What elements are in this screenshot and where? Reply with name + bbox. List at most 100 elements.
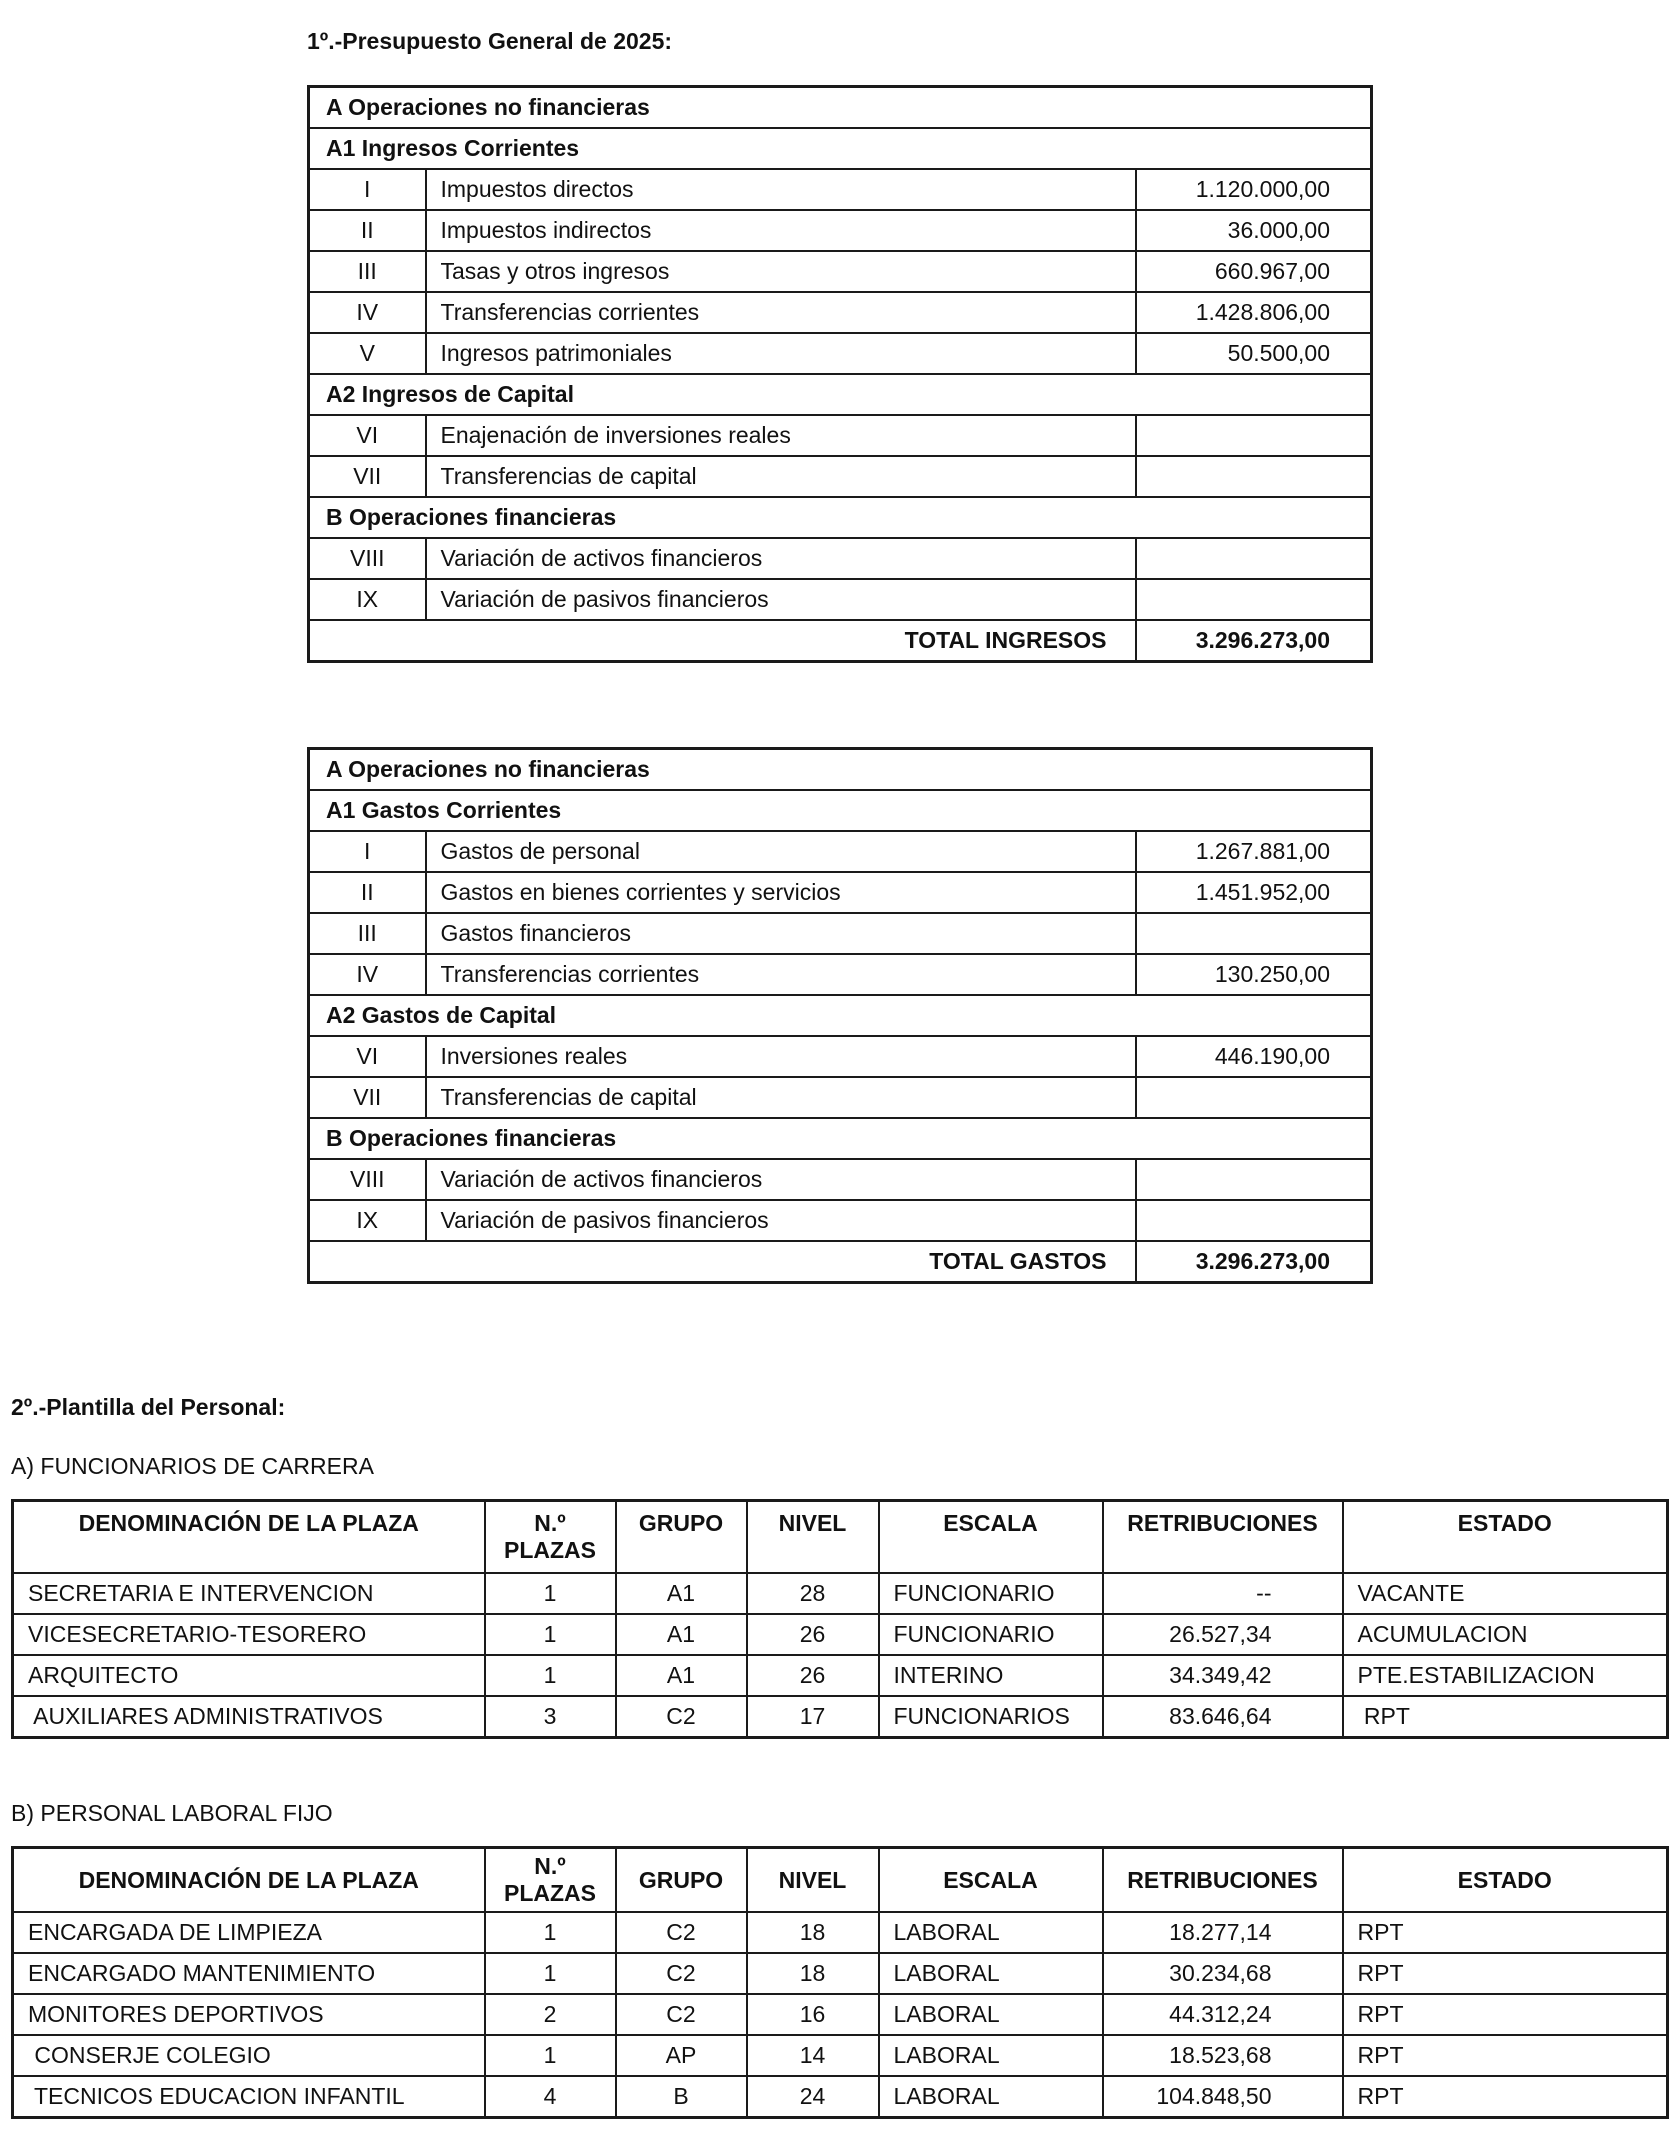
budget-row: IX Variación de pasivos financieros [307, 1199, 1373, 1242]
positions-count: 1 [483, 1572, 617, 1615]
chapter-code: II [307, 871, 427, 914]
chapter-amount: 1.428.806,00 [1134, 291, 1373, 334]
chapter-description: Gastos en bienes corrientes y servicios [424, 871, 1137, 914]
laboral-label: B) PERSONAL LABORAL FIJO [11, 1800, 333, 1826]
budget-row: VII Transferencias de capital [307, 455, 1373, 498]
chapter-description: Enajenación de inversiones reales [424, 414, 1137, 457]
total-amount: 3.296.273,00 [1134, 1240, 1373, 1284]
budget-row: VII Transferencias de capital [307, 1076, 1373, 1119]
salary: 104.848,50 [1101, 2075, 1344, 2119]
position-name: TECNICOS EDUCACION INFANTIL [11, 2075, 486, 2119]
section-row: A Operaciones no financieras [307, 85, 1373, 129]
salary: 18.523,68 [1101, 2034, 1344, 2077]
column-header: ESTADO [1341, 1499, 1669, 1574]
chapter-amount [1134, 537, 1373, 580]
funcionarios-table: DENOMINACIÓN DE LA PLAZA N.º PLAZAS GRUPO N… [11, 1499, 1669, 1739]
section-row: A1 Gastos Corrientes [307, 789, 1373, 832]
positions-count: 1 [483, 1654, 617, 1697]
chapter-amount: 1.267.881,00 [1134, 830, 1373, 873]
chapter-description: Impuestos indirectos [424, 209, 1137, 252]
chapter-amount [1134, 1199, 1373, 1242]
status: PTE.ESTABILIZACION [1341, 1654, 1669, 1697]
column-header: GRUPO [614, 1846, 748, 1913]
chapter-code: II [307, 209, 427, 252]
group: A1 [614, 1654, 748, 1697]
table-row: ARQUITECTO 1 A1 26 INTERINO 34.349,42 PTE.ESTA… [11, 1654, 1669, 1697]
table-row: TECNICOS EDUCACION INFANTIL 4 B 24 LABORAL 10… [11, 2075, 1669, 2119]
table-row: ENCARGADA DE LIMPIEZA 1 C2 18 LABORAL 18.277,… [11, 1911, 1669, 1954]
level: 14 [745, 2034, 880, 2077]
chapter-amount: 1.451.952,00 [1134, 871, 1373, 914]
section-1-title: 1º.-Presupuesto General de 2025: [307, 28, 673, 54]
salary: 44.312,24 [1101, 1993, 1344, 2036]
positions-count: 1 [483, 2034, 617, 2077]
section-label: A1 Gastos Corrientes [307, 789, 1373, 832]
chapter-code: VII [307, 1076, 427, 1119]
status: RPT [1341, 1695, 1669, 1739]
chapter-description: Variación de activos financieros [424, 537, 1137, 580]
budget-row: VI Enajenación de inversiones reales [307, 414, 1373, 457]
header-row: DENOMINACIÓN DE LA PLAZA N.º PLAZAS GRUPO N… [11, 1846, 1669, 1913]
positions-count: 1 [483, 1952, 617, 1995]
salary: 26.527,34 [1101, 1613, 1344, 1656]
budget-row: V Ingresos patrimoniales 50.500,00 [307, 332, 1373, 375]
chapter-amount: 1.120.000,00 [1134, 168, 1373, 211]
total-label: TOTAL GASTOS [307, 1240, 1137, 1284]
budget-row: II Impuestos indirectos 36.000,00 [307, 209, 1373, 252]
chapter-amount [1134, 912, 1373, 955]
group: C2 [614, 1952, 748, 1995]
level: 26 [745, 1654, 880, 1697]
chapter-description: Variación de activos financieros [424, 1158, 1137, 1201]
level: 18 [745, 1911, 880, 1954]
section-label: A2 Ingresos de Capital [307, 373, 1373, 416]
section-label: A Operaciones no financieras [307, 747, 1373, 791]
status: RPT [1341, 2075, 1669, 2119]
budget-row: IV Transferencias corrientes 130.250,00 [307, 953, 1373, 996]
salary: -- [1101, 1572, 1344, 1615]
column-header: DENOMINACIÓN DE LA PLAZA [11, 1846, 486, 1913]
scale: LABORAL [877, 2075, 1104, 2119]
level: 17 [745, 1695, 880, 1739]
status: ACUMULACION [1341, 1613, 1669, 1656]
group: C2 [614, 1911, 748, 1954]
chapter-description: Variación de pasivos financieros [424, 578, 1137, 621]
scale: INTERINO [877, 1654, 1104, 1697]
column-header: N.º PLAZAS [483, 1846, 617, 1913]
status: RPT [1341, 1993, 1669, 2036]
position-name: SECRETARIA E INTERVENCION [11, 1572, 486, 1615]
level: 16 [745, 1993, 880, 2036]
position-name: ENCARGADA DE LIMPIEZA [11, 1911, 486, 1954]
status: VACANTE [1341, 1572, 1669, 1615]
chapter-amount [1134, 455, 1373, 498]
budget-row: IX Variación de pasivos financieros [307, 578, 1373, 621]
group: AP [614, 2034, 748, 2077]
position-name: ENCARGADO MANTENIMIENTO [11, 1952, 486, 1995]
chapter-amount: 50.500,00 [1134, 332, 1373, 375]
table-row: VICESECRETARIO-TESORERO 1 A1 26 FUNCIONARIO 2… [11, 1613, 1669, 1656]
budget-row: IV Transferencias corrientes 1.428.806,00 [307, 291, 1373, 334]
salary: 30.234,68 [1101, 1952, 1344, 1995]
scale: FUNCIONARIO [877, 1613, 1104, 1656]
column-header: RETRIBUCIONES [1101, 1499, 1344, 1574]
chapter-description: Gastos de personal [424, 830, 1137, 873]
chapter-code: V [307, 332, 427, 375]
laboral-table: DENOMINACIÓN DE LA PLAZA N.º PLAZAS GRUPO N… [11, 1846, 1669, 2119]
scale: LABORAL [877, 1952, 1104, 1995]
status: RPT [1341, 2034, 1669, 2077]
chapter-code: VI [307, 1035, 427, 1078]
group: A1 [614, 1613, 748, 1656]
chapter-code: III [307, 250, 427, 293]
chapter-code: III [307, 912, 427, 955]
chapter-description: Inversiones reales [424, 1035, 1137, 1078]
section-row: A1 Ingresos Corrientes [307, 127, 1373, 170]
budget-row: VIII Variación de activos financieros [307, 537, 1373, 580]
section-row: B Operaciones financieras [307, 1117, 1373, 1160]
chapter-description: Impuestos directos [424, 168, 1137, 211]
table-row: SECRETARIA E INTERVENCION 1 A1 28 FUNCIONARI… [11, 1572, 1669, 1615]
scale: LABORAL [877, 1911, 1104, 1954]
positions-count: 1 [483, 1613, 617, 1656]
group: C2 [614, 1993, 748, 2036]
section-label: A1 Ingresos Corrientes [307, 127, 1373, 170]
funcionarios-label: A) FUNCIONARIOS DE CARRERA [11, 1453, 374, 1479]
table-row: AUXILIARES ADMINISTRATIVOS 3 C2 17 FUNCIONAR… [11, 1695, 1669, 1739]
